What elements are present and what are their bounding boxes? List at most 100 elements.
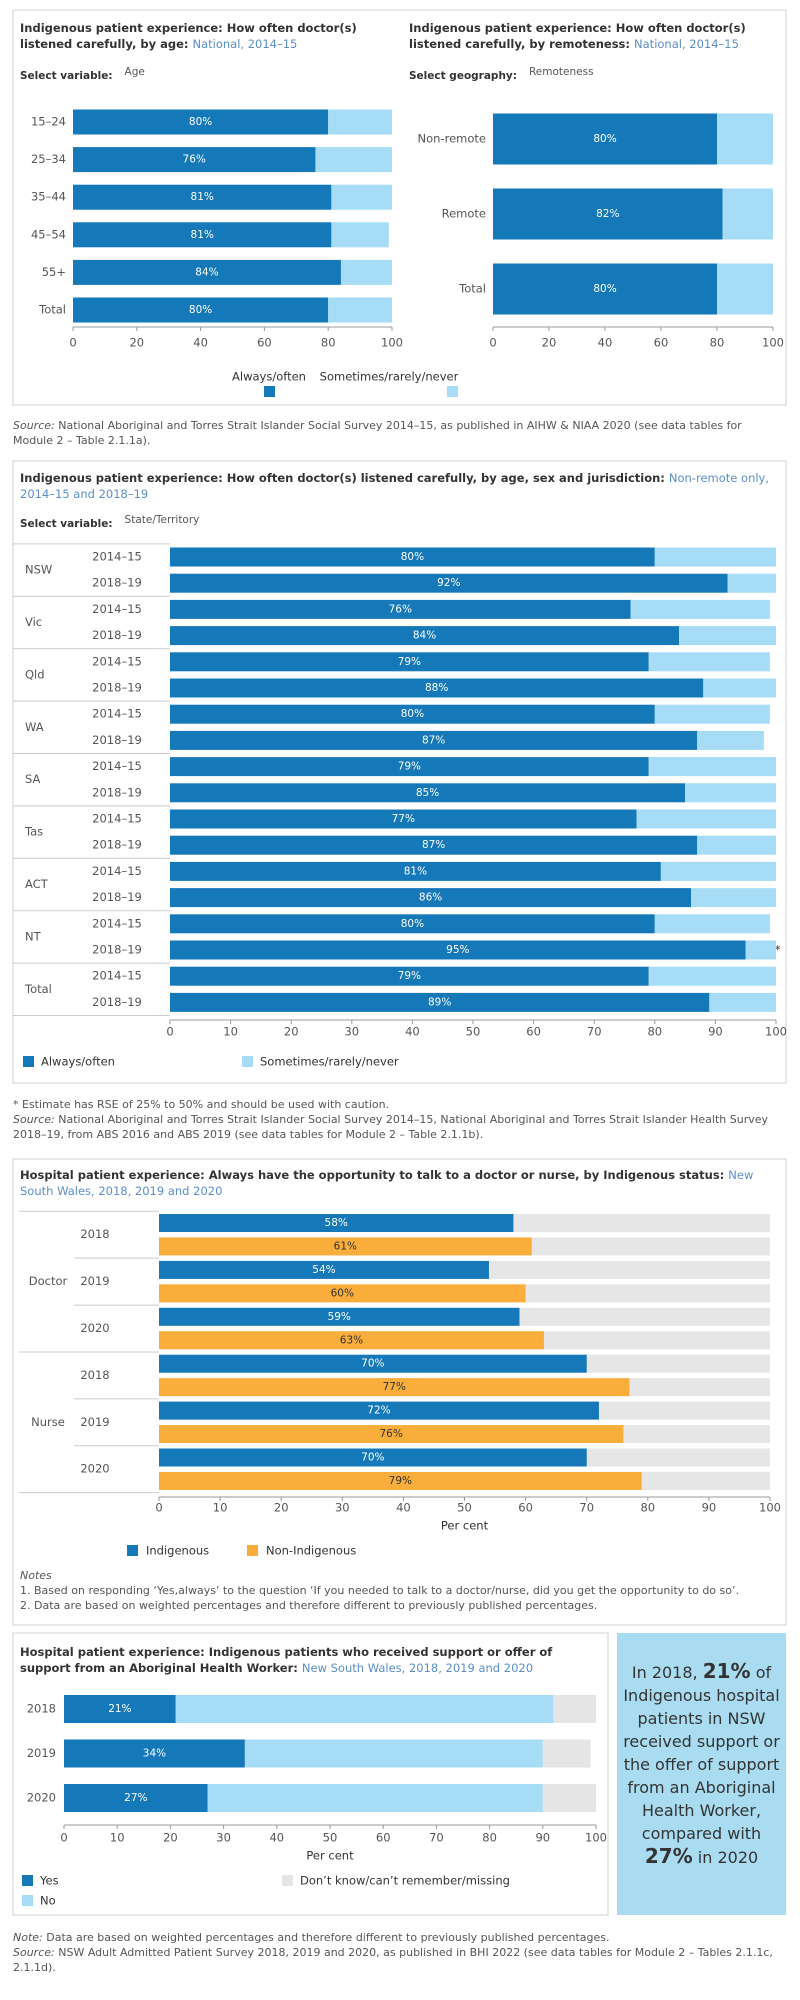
bar <box>159 1354 587 1373</box>
value-label: 81% <box>191 191 214 203</box>
group-label: Vic <box>25 615 42 629</box>
value-label: 80% <box>189 116 212 128</box>
value-label: 79% <box>389 1475 412 1487</box>
bar-segment <box>542 1739 591 1768</box>
x-axis-label: Per cent <box>306 1849 354 1863</box>
callout-figure: 21% <box>702 1659 751 1683</box>
bar-segment <box>175 1695 554 1723</box>
selector-value[interactable]: Age <box>124 66 145 78</box>
bar-segment <box>340 259 392 285</box>
value-label: 86% <box>419 892 442 904</box>
bar-segment <box>73 297 329 323</box>
bar-segment <box>553 1695 596 1723</box>
bar-segment <box>170 652 649 672</box>
x-tick-label: 40 <box>193 336 208 350</box>
callout-figure: 27% <box>644 1844 693 1868</box>
bar-segment <box>170 783 686 803</box>
value-label: 87% <box>422 734 445 746</box>
value-label: 84% <box>195 266 218 278</box>
group-label: Doctor <box>29 1274 68 1288</box>
bar <box>159 1331 544 1350</box>
selector-value[interactable]: State/Territory <box>124 514 200 526</box>
bar-segment <box>170 599 631 619</box>
bar-segment <box>170 730 698 750</box>
legend-swatch <box>23 1056 34 1067</box>
panel <box>12 460 787 1084</box>
value-label: 80% <box>593 133 616 145</box>
source-text: NSW Adult Admitted Patient Survey 2018, … <box>13 1946 773 1974</box>
period-label: 2020 <box>80 1321 109 1335</box>
x-tick-label: 80 <box>647 1025 662 1039</box>
category-label: 45–54 <box>31 227 66 241</box>
legend-swatch <box>282 1875 293 1886</box>
bar-segment <box>679 626 776 646</box>
chart-title: Hospital patient experience: Always have… <box>20 1167 770 1199</box>
bar-segment <box>315 147 392 173</box>
group-label: NT <box>25 929 42 943</box>
bar-segment <box>331 184 392 210</box>
x-tick-label: 80 <box>710 336 725 350</box>
x-tick-label: 40 <box>598 336 613 350</box>
subtitle: National, 2014–15 <box>192 37 298 51</box>
panel <box>12 9 787 406</box>
selector-label: Select variable: <box>20 518 113 530</box>
x-tick-label: 10 <box>213 1501 228 1515</box>
chart-notes: Notes 1. Based on responding ‘Yes,always’… <box>20 1568 780 1613</box>
bar-segment <box>717 263 773 315</box>
bar <box>159 1214 514 1232</box>
period-label: 2014–15 <box>92 864 142 878</box>
note-item: 2. Data are based on weighted percentage… <box>20 1599 598 1612</box>
callout-box <box>617 1633 786 1915</box>
chart-title: Indigenous patient experience: How often… <box>409 20 779 52</box>
value-label: 58% <box>325 1217 348 1229</box>
bar-segment <box>727 573 776 593</box>
legend-label: Sometimes/rarely/never <box>320 370 459 384</box>
x-tick-label: 60 <box>518 1501 533 1515</box>
bar-segment <box>745 940 776 960</box>
title-text: Hospital patient experience: Indigenous … <box>20 1645 553 1675</box>
bar-segment <box>170 757 649 777</box>
legend-label: Non-Indigenous <box>266 1544 356 1558</box>
bar-segment <box>170 992 710 1012</box>
period-label: 2018–19 <box>92 785 142 799</box>
legend-label: Sometimes/rarely/never <box>260 1055 399 1069</box>
selector: Select variable: State/Territory <box>20 514 199 530</box>
x-tick-label: 90 <box>708 1025 723 1039</box>
value-label: 95% <box>446 944 469 956</box>
bar-segment <box>636 809 776 829</box>
selector-value[interactable]: Remoteness <box>528 66 594 78</box>
legend-swatch <box>22 1895 33 1906</box>
x-tick-label: 40 <box>405 1025 420 1039</box>
subtitle: New South Wales, 2018, 2019 and 2020 <box>20 1168 754 1198</box>
value-label: 21% <box>108 1703 131 1715</box>
bar-segment <box>493 113 717 165</box>
x-tick-label: 80 <box>321 336 336 350</box>
x-tick-label: 70 <box>429 1831 444 1845</box>
category-label: Non-remote <box>418 132 486 146</box>
bar-segment <box>170 704 655 724</box>
selector: Select geography: Remoteness <box>409 66 594 82</box>
bar-segment <box>685 783 776 803</box>
value-label: 79% <box>398 970 421 982</box>
x-tick-label: 90 <box>702 1501 717 1515</box>
bar-segment <box>328 109 392 135</box>
bar <box>159 1260 489 1279</box>
bar-segment <box>64 1695 176 1723</box>
bar-segment <box>691 888 776 908</box>
legend-swatch <box>242 1056 253 1067</box>
callout-part: of Indigenous hospital patients in NSW r… <box>623 1663 780 1843</box>
x-axis-label: Per cent <box>441 1519 489 1533</box>
bar-segment <box>73 184 332 210</box>
bar <box>159 1448 587 1467</box>
bar-segment <box>654 704 770 724</box>
bar-segment <box>722 188 773 240</box>
panel <box>12 1632 609 1916</box>
value-label: 92% <box>437 577 460 589</box>
x-tick-label: 50 <box>323 1831 338 1845</box>
bar-segment <box>170 809 637 829</box>
x-tick-label: 80 <box>640 1501 655 1515</box>
bar <box>159 1237 532 1256</box>
category-label: 25–34 <box>31 152 66 166</box>
bar-segment <box>648 966 776 986</box>
